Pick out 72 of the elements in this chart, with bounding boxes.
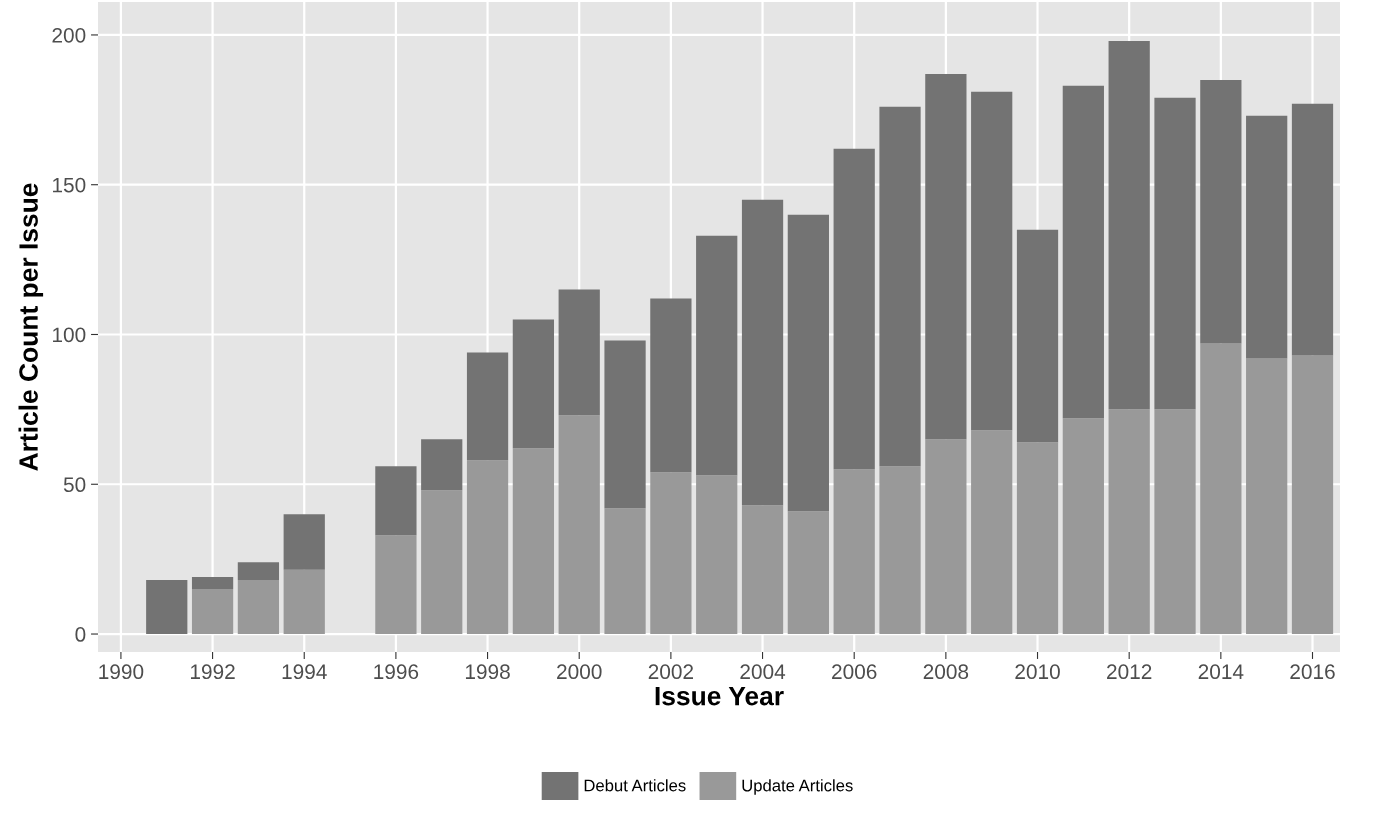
bar bbox=[512, 448, 555, 635]
x-tick-label: 1996 bbox=[374, 664, 419, 680]
bar bbox=[1062, 85, 1104, 419]
bar bbox=[879, 106, 921, 467]
bar bbox=[696, 235, 738, 476]
bar bbox=[1291, 355, 1334, 635]
bar bbox=[237, 562, 280, 581]
x-tick-label: 2016 bbox=[1290, 664, 1335, 680]
bar bbox=[146, 580, 188, 635]
bar bbox=[1154, 97, 1196, 410]
y-axis-title: Article Count per Issue bbox=[18, 183, 44, 471]
x-tick-label: 1992 bbox=[190, 664, 235, 680]
bar bbox=[466, 352, 509, 461]
bar bbox=[650, 472, 692, 635]
x-tick-label: 2008 bbox=[923, 664, 969, 680]
bar bbox=[375, 535, 417, 635]
x-tick-label: 2012 bbox=[1107, 664, 1152, 680]
bar bbox=[237, 580, 280, 635]
bar bbox=[1246, 358, 1288, 635]
bar bbox=[741, 199, 784, 506]
x-tick-label: 1994 bbox=[282, 664, 327, 680]
bar bbox=[283, 569, 325, 635]
bar bbox=[604, 508, 646, 635]
x-tick-label: 2000 bbox=[557, 664, 602, 680]
legend-label: Update Articles bbox=[742, 779, 853, 795]
bar bbox=[1200, 79, 1242, 344]
bar bbox=[1291, 103, 1334, 356]
bar bbox=[925, 73, 967, 440]
bar bbox=[1062, 418, 1104, 635]
bar bbox=[1154, 409, 1196, 635]
y-tick-label: 150 bbox=[53, 177, 86, 193]
bar bbox=[604, 340, 646, 509]
bar bbox=[191, 577, 234, 590]
x-tick-label: 2010 bbox=[1015, 664, 1060, 680]
y-tick-label: 50 bbox=[63, 477, 86, 493]
bar bbox=[833, 148, 875, 470]
bar bbox=[741, 505, 784, 635]
x-axis-title: Issue Year bbox=[655, 686, 784, 706]
bar bbox=[1200, 343, 1242, 635]
bar bbox=[512, 319, 555, 449]
bar bbox=[1016, 442, 1059, 635]
y-tick-label: 0 bbox=[75, 627, 86, 642]
bar bbox=[1108, 409, 1150, 635]
bar bbox=[421, 439, 463, 491]
x-tick-label: 2014 bbox=[1198, 664, 1244, 680]
x-tick-label: 2002 bbox=[648, 664, 694, 680]
bar bbox=[787, 511, 829, 635]
x-tick-label: 1990 bbox=[99, 664, 144, 680]
bar bbox=[466, 460, 509, 635]
bar bbox=[1108, 40, 1150, 410]
bar bbox=[375, 466, 417, 536]
bar bbox=[971, 430, 1013, 635]
x-tick-label: 1998 bbox=[465, 664, 510, 680]
bar bbox=[787, 214, 829, 512]
bar bbox=[421, 490, 463, 635]
bar bbox=[833, 469, 875, 635]
bar bbox=[191, 589, 234, 635]
x-tick-label: 2004 bbox=[740, 664, 786, 680]
bar bbox=[1016, 229, 1059, 443]
legend-label: Debut Articles bbox=[584, 779, 686, 792]
bar bbox=[558, 415, 600, 635]
bar bbox=[558, 289, 600, 416]
bar bbox=[971, 91, 1013, 431]
bar bbox=[283, 514, 325, 570]
bar bbox=[650, 298, 692, 473]
bar bbox=[925, 439, 967, 635]
y-tick-label: 100 bbox=[53, 327, 86, 343]
bar bbox=[879, 466, 921, 635]
bar bbox=[1246, 115, 1288, 359]
x-tick-label: 2006 bbox=[832, 664, 877, 680]
y-tick-label: 200 bbox=[52, 27, 86, 43]
bar bbox=[696, 475, 738, 635]
